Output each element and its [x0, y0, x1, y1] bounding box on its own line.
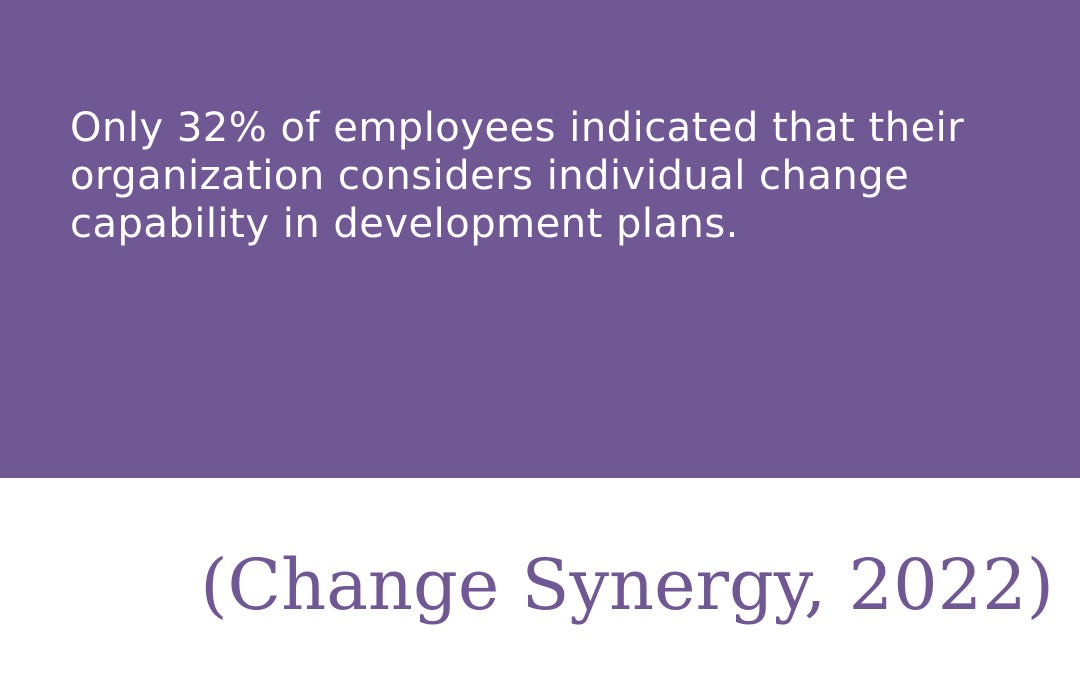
citation: (Change Synergy, 2022) [200, 544, 1054, 626]
statement-panel: Only 32% of employees indicated that the… [0, 0, 1080, 478]
statement-text: Only 32% of employees indicated that the… [70, 105, 965, 247]
